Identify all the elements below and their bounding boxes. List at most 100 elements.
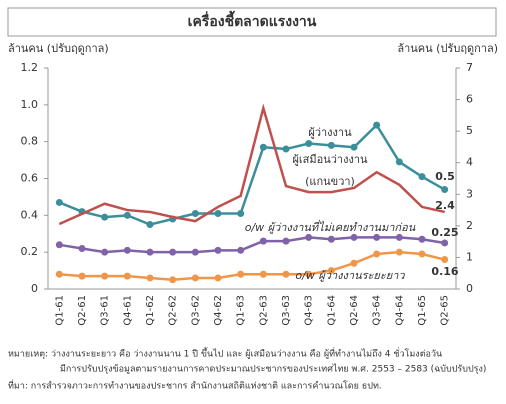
y2-tick-label: 5 [466, 124, 473, 137]
marker [373, 250, 381, 258]
x-tick-label: Q3-63 [281, 295, 292, 326]
series-note: (แกนขวา) [305, 175, 355, 188]
y-tick-label: 0.8 [21, 135, 39, 148]
marker [327, 141, 335, 149]
marker [191, 248, 199, 256]
marker [441, 256, 449, 264]
x-tick-label: Q1-63 [236, 295, 247, 326]
x-tick-label: Q3-61 [100, 295, 111, 326]
series-line [58, 123, 446, 226]
x-tick-label: Q3-62 [190, 295, 201, 326]
marker [259, 143, 267, 151]
marker [327, 267, 335, 275]
x-tick-label: Q2-65 [440, 295, 451, 326]
series-label: o/w ผู้ว่างงานระยะยาว [295, 269, 405, 282]
value-label: 0.25 [431, 226, 458, 239]
marker [214, 274, 222, 282]
source: ที่มา: การสำรวจภาวะการทำงานของประชากร สำ… [8, 379, 382, 392]
marker [237, 246, 245, 254]
marker [146, 221, 154, 229]
marker [191, 209, 199, 217]
value-label: 0.5 [435, 170, 455, 183]
marker [123, 272, 131, 280]
series-label: ผู้เสมือนว่างงาน [292, 153, 368, 166]
marker [282, 145, 290, 153]
x-tick-label: Q2-62 [168, 295, 179, 326]
x-tick-label: Q1-64 [326, 295, 337, 326]
marker [305, 140, 313, 148]
marker [418, 173, 426, 181]
y2-tick-label: 2 [466, 219, 473, 232]
y2-tick-label: 4 [466, 156, 473, 169]
series-label: ผู้ว่างงาน [308, 126, 352, 139]
note: หมายเหตุ: ว่างงานระยะยาว คือ ว่างงานนาน … [8, 347, 442, 360]
marker [259, 270, 267, 278]
x-tick-label: Q1-65 [417, 295, 428, 326]
marker [441, 239, 449, 247]
marker [101, 213, 109, 221]
series-label: o/w ผู้ว่างงานที่ไม่เคยทำงานมาก่อน [245, 219, 416, 234]
marker [395, 233, 403, 241]
value-label: 0.16 [431, 265, 458, 278]
marker [327, 235, 335, 243]
y-tick-label: 0.6 [21, 172, 39, 185]
marker [101, 248, 109, 256]
y2-tick-label: 6 [466, 93, 473, 106]
marker [55, 270, 63, 278]
x-tick-label: Q1-61 [54, 295, 65, 326]
marker [78, 244, 86, 252]
y-tick-label: 1.2 [21, 61, 39, 74]
marker [237, 270, 245, 278]
marker [373, 121, 381, 129]
y-tick-label: 0.2 [21, 245, 39, 258]
marker [418, 235, 426, 243]
marker [214, 209, 222, 217]
marker [259, 237, 267, 245]
marker [169, 248, 177, 256]
y-tick-label: 0 [31, 282, 38, 295]
marker [123, 246, 131, 254]
marker [350, 143, 358, 151]
marker [146, 248, 154, 256]
marker [418, 250, 426, 258]
marker [78, 272, 86, 280]
marker [373, 233, 381, 241]
marker [350, 259, 358, 267]
marker [305, 233, 313, 241]
marker [191, 274, 199, 282]
y2-tick-label: 0 [466, 282, 473, 295]
x-tick-label: Q4-61 [122, 295, 133, 326]
y-tick-label: 0.4 [21, 208, 39, 221]
series-line [59, 236, 445, 254]
x-tick-label: Q1-62 [145, 295, 156, 326]
y-axis-label: ล้านคน (ปรับฤดูกาล) [8, 42, 109, 55]
marker [395, 248, 403, 256]
y2-tick-label: 7 [466, 61, 473, 74]
marker [123, 211, 131, 219]
y2-tick-label: 3 [466, 187, 473, 200]
x-tick-label: Q3-64 [372, 295, 383, 326]
x-tick-label: Q4-62 [213, 295, 224, 326]
marker [282, 237, 290, 245]
note: มีการปรับปรุงข้อมูลตามรายงานการคาดประมาณ… [60, 364, 486, 375]
y2-tick-label: 1 [466, 250, 473, 263]
marker [395, 158, 403, 166]
y2-axis-label: ล้านคน (ปรับฤดูกาล) [397, 42, 498, 55]
value-label: 2.4 [435, 199, 455, 212]
marker [214, 246, 222, 254]
title-box [7, 7, 497, 37]
marker [55, 241, 63, 249]
marker [305, 270, 313, 278]
y-tick-label: 1.0 [21, 98, 39, 111]
series-line [58, 103, 445, 226]
series-line [59, 250, 445, 282]
x-tick-label: Q4-63 [304, 295, 315, 326]
marker [282, 270, 290, 278]
marker [350, 233, 358, 241]
marker [237, 209, 245, 217]
marker [169, 276, 177, 284]
x-tick-label: Q4-64 [394, 295, 405, 326]
x-tick-label: Q2-64 [349, 295, 360, 326]
marker [101, 272, 109, 280]
